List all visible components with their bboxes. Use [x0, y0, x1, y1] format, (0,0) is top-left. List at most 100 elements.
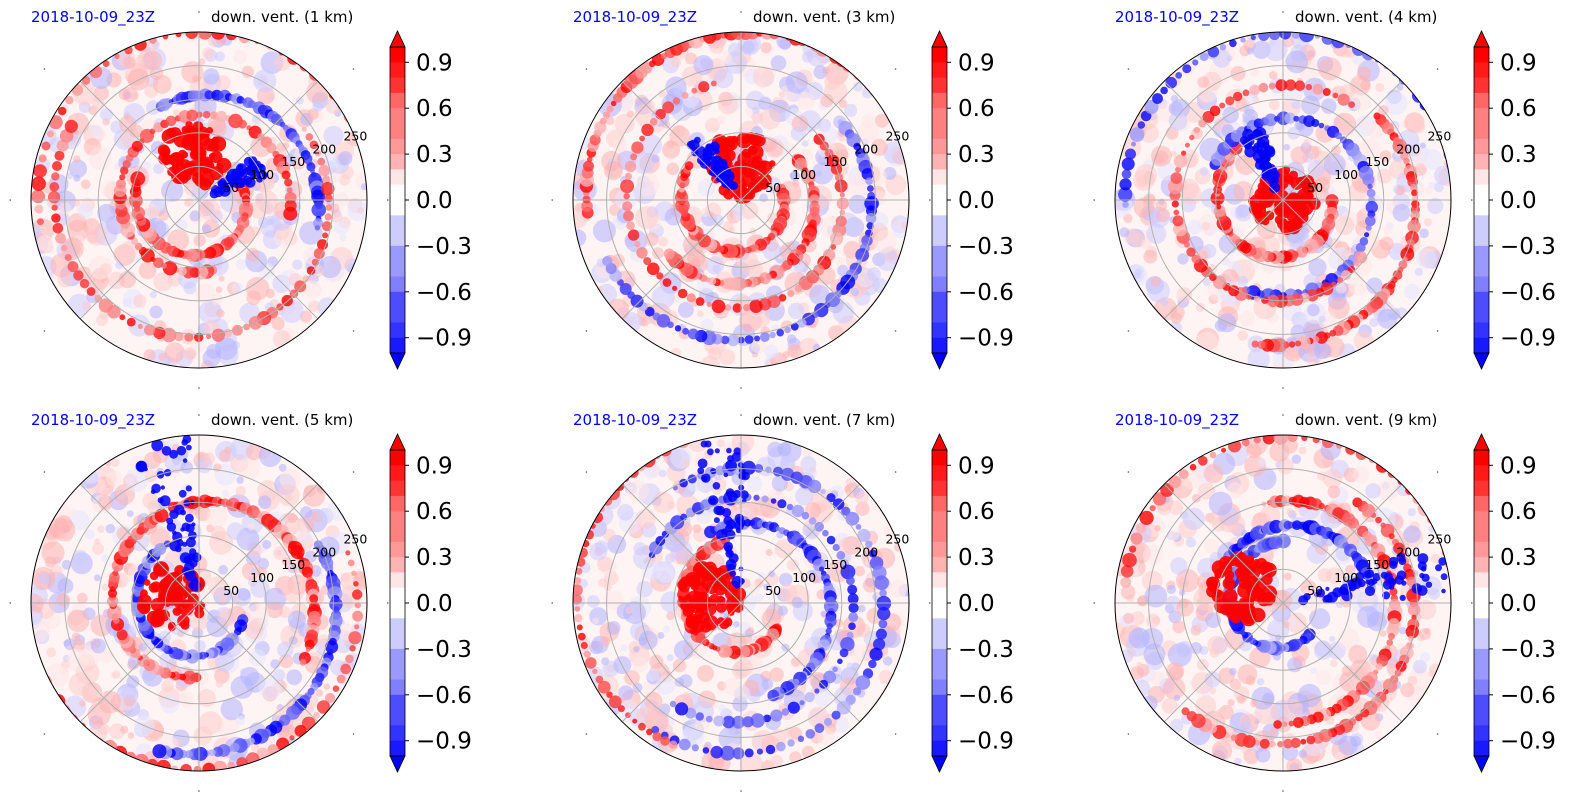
colorbar-tick-label: 0.3 [1500, 545, 1537, 571]
colorbar-tick-label: 0.9 [416, 50, 453, 76]
radial-tick-label: 100 [792, 570, 816, 585]
colorbar-tick-label: 0.0 [958, 188, 995, 214]
radial-tick-label: 250 [1427, 532, 1451, 547]
colorbar-tick-label: 0.3 [958, 545, 995, 571]
panel-3: 2018-10-09_23Z down. vent. (4 km) 50 100 150… [1084, 0, 1583, 400]
colorbar-tick-label: −0.6 [958, 280, 1014, 306]
radial-tick-label: 50 [223, 583, 239, 598]
panel-date-label: 2018-10-09_23Z [1115, 8, 1240, 26]
colorbar-tick-label: 0.0 [416, 188, 453, 214]
colorbar-tick-label: 0.6 [958, 96, 995, 122]
colorbar-tick-label: 0.6 [1500, 96, 1537, 122]
polar-plot: 50 100 150 200 250 0.9 0.6 0.3 0.0 −0.3 −0.6 −0.9 [9, 11, 472, 389]
colorbar-tick-label: 0.9 [1500, 453, 1537, 479]
panel-date-label: 2018-10-09_23Z [31, 8, 156, 26]
polar-plot: 50 100 150 200 250 0.9 0.6 0.3 0.0 −0.3 −0.6 −0.9 [551, 414, 1014, 792]
polar-plot: 50 100 150 200 250 0.9 0.6 0.3 0.0 −0.3 −0.6 −0.9 [9, 414, 472, 792]
panel-title: down. vent. (4 km) [1295, 8, 1438, 26]
colorbar-tick-label: 0.9 [416, 453, 453, 479]
colorbar-tick-label: −0.6 [1500, 280, 1556, 306]
colorbar-tick-label: −0.3 [1500, 234, 1556, 260]
colorbar-tick-label: −0.3 [958, 637, 1014, 663]
radial-tick-label: 200 [312, 141, 336, 156]
radial-tick-label: 200 [1396, 544, 1420, 559]
colorbar-tick-label: 0.0 [958, 591, 995, 617]
polar-plot: 50 100 150 200 250 0.9 0.6 0.3 0.0 −0.3 −0.6 −0.9 [551, 11, 1014, 389]
colorbar: 0.9 0.6 0.3 0.0 −0.3 −0.6 −0.9 [1473, 433, 1556, 773]
polar-grid [31, 32, 367, 368]
colorbar-tick-label: 0.9 [1500, 50, 1537, 76]
colorbar: 0.9 0.6 0.3 0.0 −0.3 −0.6 −0.9 [389, 433, 472, 773]
panel-1: 2018-10-09_23Z down. vent. (1 km) 50 100 150… [0, 0, 540, 400]
radial-tick-label: 50 [223, 180, 239, 195]
radial-tick-label: 100 [1334, 570, 1358, 585]
colorbar: 0.9 0.6 0.3 0.0 −0.3 −0.6 −0.9 [931, 433, 1014, 773]
colorbar-tick-label: −0.3 [1500, 637, 1556, 663]
polar-plot: 50 100 150 200 250 0.9 0.6 0.3 0.0 −0.3 −0.6 −0.9 [1093, 414, 1556, 792]
colorbar-tick-label: 0.0 [1500, 188, 1537, 214]
colorbar-tick-label: −0.9 [958, 326, 1014, 352]
radial-tick-label: 250 [343, 129, 367, 144]
colorbar-tick-label: 0.9 [958, 50, 995, 76]
panel-date-label: 2018-10-09_23Z [573, 8, 698, 26]
polar-grid [1115, 32, 1451, 368]
colorbar-tick-label: −0.3 [416, 234, 472, 260]
radial-tick-label: 100 [250, 570, 274, 585]
radial-tick-label: 100 [250, 167, 274, 182]
panel-title: down. vent. (3 km) [753, 8, 896, 26]
radial-tick-label: 150 [823, 557, 847, 572]
radial-tick-label: 150 [1365, 557, 1389, 572]
radial-tick-label: 200 [854, 141, 878, 156]
radial-tick-label: 50 [1307, 583, 1323, 598]
radial-tick-label: 250 [343, 532, 367, 547]
colorbar-tick-label: −0.3 [416, 637, 472, 663]
colorbar-tick-label: −0.9 [1500, 326, 1556, 352]
radial-tick-label: 50 [1307, 180, 1323, 195]
colorbar-tick-label: −0.6 [416, 683, 472, 709]
panel-4: 2018-10-09_23Z down. vent. (5 km) 50 100 150… [0, 403, 540, 803]
radial-tick-label: 250 [885, 532, 909, 547]
polar-grid [1115, 435, 1451, 771]
colorbar-tick-label: −0.6 [958, 683, 1014, 709]
panel-date-label: 2018-10-09_23Z [573, 411, 698, 429]
colorbar-tick-label: −0.9 [958, 729, 1014, 755]
colorbar-tick-label: 0.3 [1500, 142, 1537, 168]
radial-tick-label: 100 [792, 167, 816, 182]
radial-tick-label: 200 [312, 544, 336, 559]
radial-tick-label: 200 [854, 544, 878, 559]
colorbar-tick-label: 0.9 [958, 453, 995, 479]
radial-tick-label: 150 [281, 154, 305, 169]
radial-tick-label: 150 [1365, 154, 1389, 169]
panel-title: down. vent. (7 km) [753, 411, 896, 429]
vorticity-field [31, 435, 367, 771]
colorbar-tick-label: −0.9 [416, 729, 472, 755]
radial-tick-label: 100 [1334, 167, 1358, 182]
panel-title: down. vent. (9 km) [1295, 411, 1438, 429]
panel-5: 2018-10-09_23Z down. vent. (7 km) 50 100 150… [542, 403, 1082, 803]
colorbar-tick-label: 0.6 [416, 96, 453, 122]
colorbar-tick-label: 0.0 [416, 591, 453, 617]
panel-date-label: 2018-10-09_23Z [1115, 411, 1240, 429]
radial-tick-label: 50 [765, 583, 781, 598]
colorbar: 0.9 0.6 0.3 0.0 −0.3 −0.6 −0.9 [1473, 30, 1556, 370]
colorbar-tick-label: −0.9 [416, 326, 472, 352]
radial-tick-label: 150 [281, 557, 305, 572]
colorbar-tick-label: −0.9 [1500, 729, 1556, 755]
colorbar-tick-label: 0.6 [1500, 499, 1537, 525]
colorbar-tick-label: −0.6 [416, 280, 472, 306]
panel-date-label: 2018-10-09_23Z [31, 411, 156, 429]
panel-title: down. vent. (5 km) [211, 411, 354, 429]
colorbar-tick-label: −0.6 [1500, 683, 1556, 709]
radial-tick-label: 200 [1396, 141, 1420, 156]
colorbar-tick-label: −0.3 [958, 234, 1014, 260]
vorticity-field [1115, 32, 1451, 368]
colorbar-tick-label: 0.0 [1500, 591, 1537, 617]
colorbar-tick-label: 0.3 [416, 545, 453, 571]
panel-6: 2018-10-09_23Z down. vent. (9 km) 50 100 150… [1084, 403, 1583, 803]
panel-title: down. vent. (1 km) [211, 8, 354, 26]
colorbar: 0.9 0.6 0.3 0.0 −0.3 −0.6 −0.9 [931, 30, 1014, 370]
colorbar-tick-label: 0.3 [958, 142, 995, 168]
colorbar-tick-label: 0.6 [958, 499, 995, 525]
polar-grid [31, 435, 367, 771]
radial-tick-label: 250 [885, 129, 909, 144]
